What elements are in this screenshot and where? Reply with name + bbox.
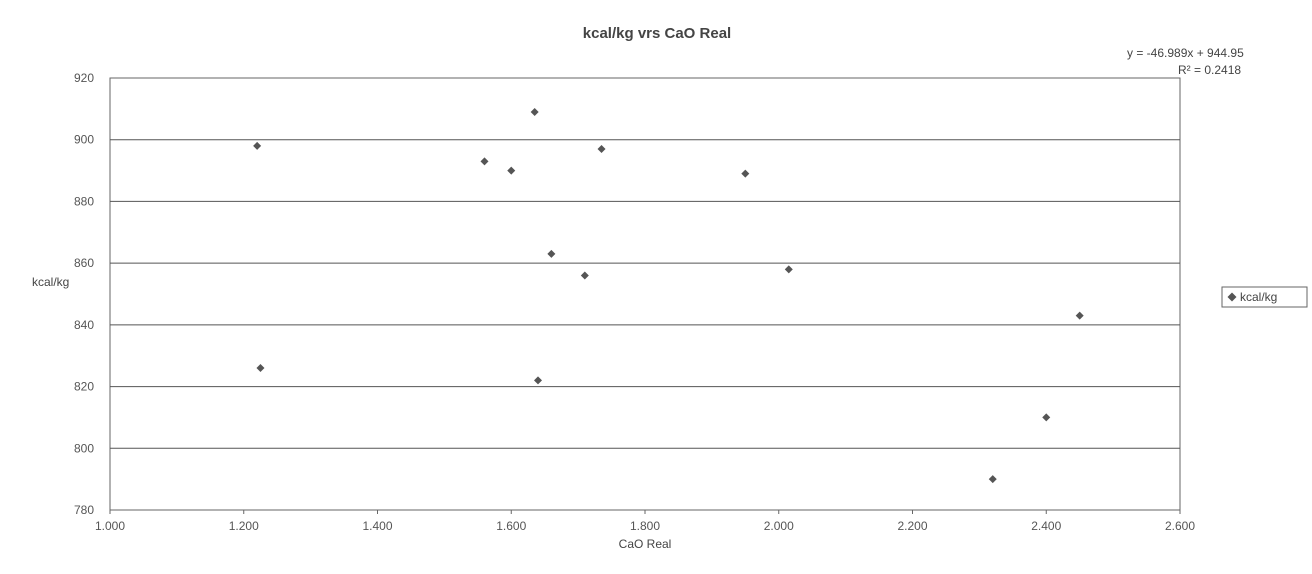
legend-label: kcal/kg [1240,290,1277,304]
gridlines [110,139,1180,449]
y-tick-label: 860 [74,256,94,270]
data-point [256,364,265,373]
data-point [530,107,539,116]
x-tick-label: 1.600 [496,519,526,533]
y-tick-label: 880 [74,194,94,208]
data-point [253,141,262,150]
legend-box [1221,286,1308,308]
axis-ticks: 780 800 820 840 860 880 900 920 1.000 1.200 1.400 1… [74,71,1195,533]
data-point [1075,311,1084,320]
data-point [741,169,750,178]
y-tick-label: 920 [74,71,94,85]
data-point [480,157,489,166]
data-point [507,166,516,175]
x-tick-label: 2.400 [1031,519,1061,533]
x-tick-label: 1.000 [95,519,125,533]
data-point [597,144,606,153]
data-point [534,376,542,385]
data-point [547,249,556,258]
x-tick-label: 1.200 [229,519,259,533]
x-tick-label: 2.200 [897,519,927,533]
y-tick-label: 840 [74,318,94,332]
x-axis-title: CaO Real [619,537,672,551]
data-points [253,107,1084,484]
chart-title: kcal/kg vrs CaO Real [583,25,731,42]
y-tick-label: 800 [74,441,94,455]
data-point [784,265,793,274]
data-point [580,271,589,280]
x-tick-label: 1.400 [362,519,392,533]
trendline-r-squared: R² = 0.2418 [1178,63,1241,77]
y-tick-label: 820 [74,380,94,394]
x-tick-label: 2.600 [1165,519,1195,533]
legend: kcal/kg [1221,286,1308,308]
trendline-equation: y = -46.989x + 944.95 [1127,46,1244,60]
data-point [988,475,997,484]
y-tick-label: 900 [74,133,94,147]
data-point [1042,413,1051,422]
x-tick-label: 2.000 [764,519,794,533]
y-axis-title: kcal/kg [32,275,69,289]
x-tick-label: 1.800 [630,519,660,533]
legend-marker-icon [1227,292,1237,302]
y-tick-label: 780 [74,503,94,517]
